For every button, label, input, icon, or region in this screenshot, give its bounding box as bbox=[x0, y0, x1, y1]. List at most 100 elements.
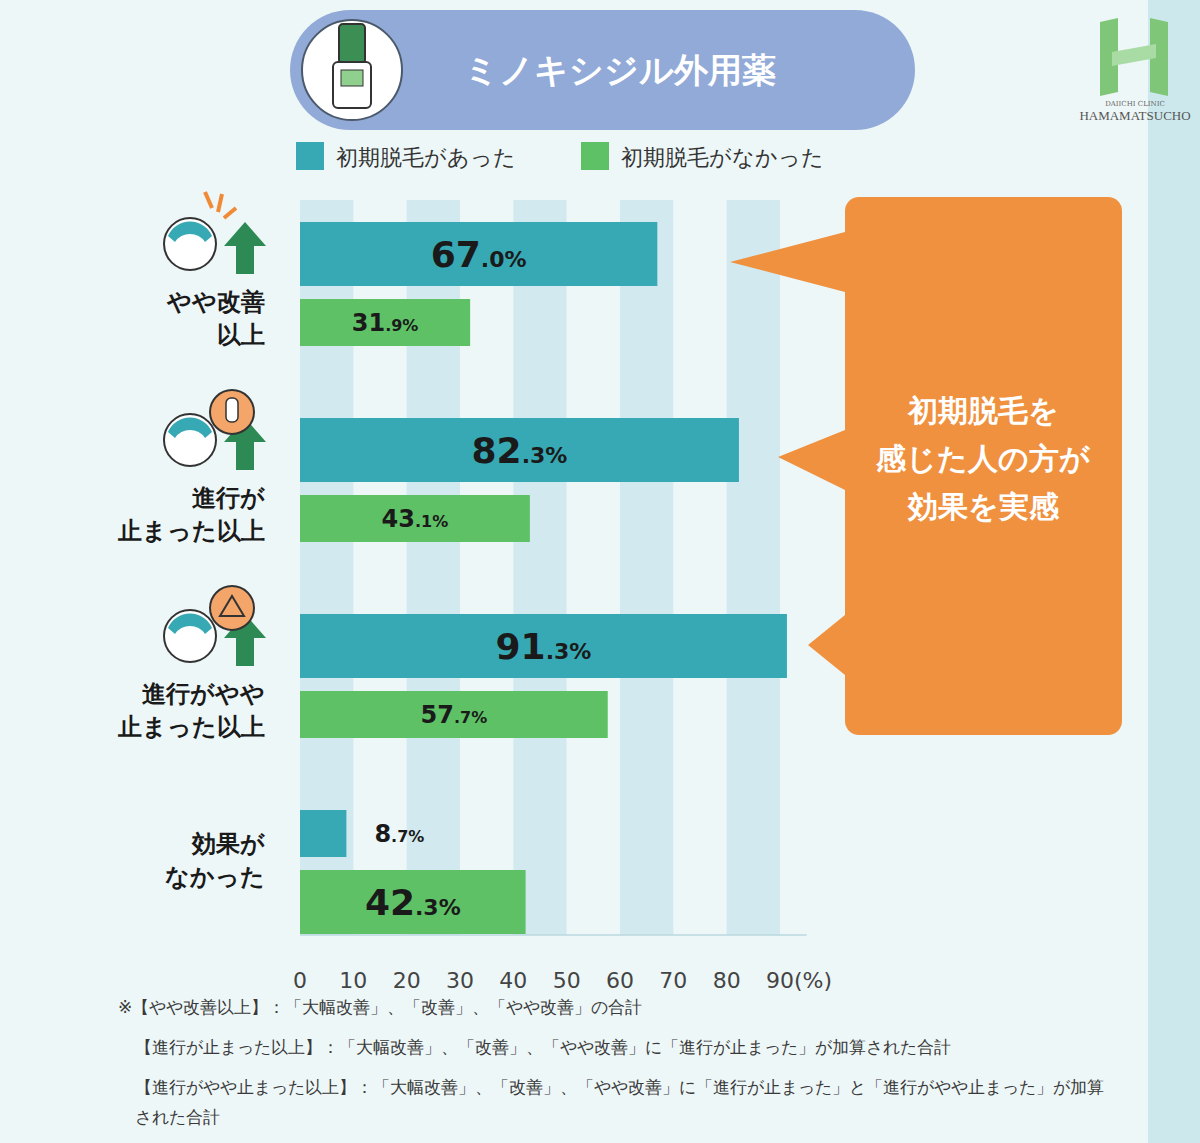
logo-text: HAMAMATSUCHO bbox=[1079, 108, 1190, 123]
data-label-main: 43 bbox=[382, 505, 415, 533]
icon-arrow bbox=[224, 222, 266, 274]
footnote: 【進行が止まった以上】：「大幅改善」、「改善」、「やや改善」に「進行が止まった」… bbox=[118, 1032, 1120, 1062]
logo-shape bbox=[1112, 44, 1156, 66]
icon-hand bbox=[226, 398, 238, 422]
bar bbox=[300, 691, 608, 738]
footnote: ※【やや改善以上】：「大幅改善」、「改善」、「やや改善」の合計 bbox=[118, 992, 1148, 1022]
title-group: ミノキシジル外用薬 bbox=[290, 10, 915, 130]
icon-badge bbox=[210, 586, 254, 630]
x-tick-label: 70 bbox=[659, 968, 687, 993]
icon-hair bbox=[168, 418, 212, 438]
bar bbox=[300, 299, 470, 346]
x-tick-label: 90 bbox=[766, 968, 794, 993]
data-label: 67.0% bbox=[431, 234, 527, 275]
icon-hair bbox=[168, 614, 212, 634]
category-label: やや改善以上 bbox=[166, 288, 265, 349]
callout-pointer bbox=[730, 232, 845, 292]
chart-root: ミノキシジル外用薬 DAIICHI CLINICHAMAMATSUCHO 初期脱毛が… bbox=[0, 0, 1200, 1143]
bar bbox=[300, 495, 530, 542]
data-label-main: 82 bbox=[472, 430, 522, 471]
legend-swatch bbox=[296, 142, 324, 170]
bottle-cap bbox=[339, 24, 365, 64]
category-line: 止まった以上 bbox=[117, 517, 265, 545]
side-stripe bbox=[1148, 0, 1200, 1143]
bottle-label bbox=[341, 70, 363, 86]
logo: DAIICHI CLINICHAMAMATSUCHO bbox=[1079, 18, 1190, 123]
icon-triangle bbox=[220, 596, 244, 616]
data-label-main: 31 bbox=[352, 309, 385, 337]
data-label: 42.3% bbox=[365, 882, 461, 923]
title: ミノキシジル外用薬 bbox=[464, 50, 776, 90]
icon-burst bbox=[224, 208, 236, 218]
footnotes: ※【やや改善以上】：「大幅改善」、「改善」、「やや改善」の合計【進行が止まった以… bbox=[118, 992, 1148, 1142]
data-label-rest: .3% bbox=[546, 639, 592, 664]
x-tick-label: 40 bbox=[499, 968, 527, 993]
category-line: 効果が bbox=[191, 830, 265, 858]
data-label-main: 57 bbox=[421, 701, 454, 729]
callout-line: 初期脱毛を bbox=[907, 393, 1059, 428]
icon-head bbox=[164, 414, 216, 466]
bar bbox=[300, 810, 346, 857]
x-tick-label: 80 bbox=[713, 968, 741, 993]
data-label-main: 42 bbox=[365, 882, 415, 923]
x-tick-label: 10 bbox=[339, 968, 367, 993]
category-line: 進行が bbox=[192, 484, 265, 512]
icon-burst bbox=[205, 192, 212, 208]
data-label-rest: .3% bbox=[522, 443, 568, 468]
data-label: 8.7% bbox=[374, 820, 424, 848]
category-icon bbox=[164, 192, 266, 274]
icon-burst bbox=[218, 194, 222, 212]
data-label: 43.1% bbox=[382, 505, 449, 533]
category-label: 効果がなかった bbox=[165, 830, 265, 891]
title-icon-circle bbox=[302, 20, 402, 120]
background bbox=[0, 0, 1200, 1143]
data-label: 57.7% bbox=[421, 701, 488, 729]
bar bbox=[300, 614, 787, 678]
category-line: 止まった以上 bbox=[117, 713, 265, 741]
data-label: 82.3% bbox=[472, 430, 568, 471]
x-axis-line bbox=[300, 934, 807, 936]
callout-text: 初期脱毛を感じた人の方が効果を実感 bbox=[875, 393, 1091, 524]
legend-label: 初期脱毛があった bbox=[336, 145, 516, 170]
data-labels: 67.0%31.9%82.3%43.1%91.3%57.7%8.7%42.3% bbox=[352, 234, 592, 923]
bar bbox=[300, 870, 526, 934]
category-line: やや改善 bbox=[166, 288, 265, 316]
category-icon bbox=[164, 390, 266, 470]
data-label-rest: .7% bbox=[454, 708, 487, 727]
x-axis-title: (%) bbox=[794, 968, 832, 993]
category-line: なかった bbox=[165, 863, 265, 891]
bars bbox=[300, 222, 787, 934]
icon-hair bbox=[168, 222, 212, 242]
data-label-rest: .1% bbox=[415, 512, 448, 531]
callout-pointer bbox=[778, 430, 845, 490]
callout-pointer bbox=[808, 615, 845, 675]
category-icon bbox=[164, 586, 266, 666]
category-line: 進行がやや bbox=[142, 680, 265, 708]
bottle-body bbox=[333, 62, 371, 108]
x-tick-label: 30 bbox=[446, 968, 474, 993]
data-label-rest: .9% bbox=[385, 316, 418, 335]
callout: 初期脱毛を感じた人の方が効果を実感 bbox=[730, 197, 1122, 735]
legend-swatch bbox=[581, 142, 609, 170]
callout-line: 感じた人の方が bbox=[875, 441, 1091, 476]
callout-line: 効果を実感 bbox=[907, 489, 1060, 524]
bar bbox=[300, 418, 739, 482]
icon-head bbox=[164, 610, 216, 662]
x-tick-label: 50 bbox=[553, 968, 581, 993]
grid-band bbox=[727, 200, 780, 935]
data-label-rest: .3% bbox=[415, 895, 461, 920]
data-label-main: 91 bbox=[496, 626, 546, 667]
icon-badge bbox=[210, 390, 254, 434]
category-label: 進行がやや止まった以上 bbox=[117, 680, 265, 741]
data-label-main: 67 bbox=[431, 234, 481, 275]
callout-box bbox=[845, 197, 1122, 735]
footnote: 【進行がやや止まった以上】：「大幅改善」、「改善」、「やや改善」に「進行が止まっ… bbox=[118, 1072, 1120, 1132]
x-tick-label: 0 bbox=[293, 968, 307, 993]
legend-label: 初期脱毛がなかった bbox=[621, 145, 824, 170]
bar bbox=[300, 222, 657, 286]
data-label-rest: .7% bbox=[391, 827, 424, 846]
x-tick-label: 60 bbox=[606, 968, 634, 993]
title-pill bbox=[290, 10, 915, 130]
data-label-rest: .0% bbox=[481, 247, 527, 272]
data-label: 31.9% bbox=[352, 309, 419, 337]
